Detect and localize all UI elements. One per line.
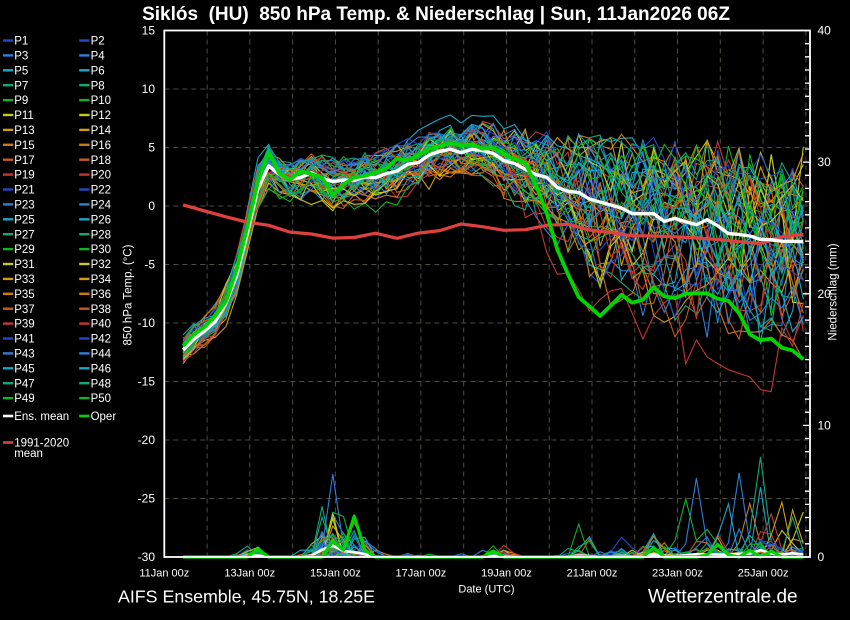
svg-text:mean: mean — [14, 448, 43, 460]
svg-text:13Jan 00z: 13Jan 00z — [224, 568, 275, 580]
svg-text:Siklós (HU) 850 hPa Temp. &: Siklós (HU) 850 hPa Temp. & Niederschlag… — [142, 4, 730, 25]
svg-text:15Jan 00z: 15Jan 00z — [310, 568, 361, 580]
svg-text:-25: -25 — [138, 492, 156, 506]
svg-text:1991-2020: 1991-2020 — [14, 438, 69, 450]
svg-text:P8: P8 — [91, 80, 105, 92]
svg-text:17Jan 00z: 17Jan 00z — [396, 568, 447, 580]
svg-text:P25: P25 — [14, 214, 34, 226]
svg-text:P21: P21 — [14, 185, 34, 197]
svg-text:P38: P38 — [91, 304, 111, 316]
svg-text:23Jan 00z: 23Jan 00z — [652, 568, 703, 580]
svg-text:Ens. mean: Ens. mean — [14, 411, 69, 423]
svg-text:Wetterzentrale.de: Wetterzentrale.de — [648, 587, 798, 608]
svg-text:P42: P42 — [91, 334, 111, 346]
svg-text:P19: P19 — [14, 170, 34, 182]
svg-text:Date (UTC): Date (UTC) — [458, 584, 514, 596]
svg-text:P40: P40 — [91, 319, 111, 331]
svg-text:AIFS Ensemble, 45.75N, 18.25E: AIFS Ensemble, 45.75N, 18.25E — [118, 587, 375, 607]
svg-text:19Jan 00z: 19Jan 00z — [481, 568, 532, 580]
svg-text:P15: P15 — [14, 140, 34, 152]
svg-text:P17: P17 — [14, 155, 34, 167]
svg-text:P49: P49 — [14, 393, 34, 405]
svg-text:P27: P27 — [14, 229, 34, 241]
svg-text:P50: P50 — [91, 393, 111, 405]
svg-text:Niederschlag (mm): Niederschlag (mm) — [828, 243, 840, 340]
svg-text:10: 10 — [818, 418, 832, 432]
svg-text:0: 0 — [148, 199, 155, 213]
svg-text:P12: P12 — [91, 110, 111, 122]
svg-text:P33: P33 — [14, 274, 34, 286]
svg-text:20: 20 — [818, 287, 832, 301]
svg-text:P28: P28 — [91, 229, 111, 241]
svg-text:P1: P1 — [14, 36, 28, 48]
svg-text:P7: P7 — [14, 80, 28, 92]
svg-text:P41: P41 — [14, 334, 34, 346]
svg-text:P3: P3 — [14, 51, 28, 63]
svg-text:P30: P30 — [91, 244, 111, 256]
svg-text:P16: P16 — [91, 140, 111, 152]
svg-text:P9: P9 — [14, 95, 28, 107]
svg-text:15: 15 — [142, 24, 156, 38]
svg-text:P32: P32 — [91, 259, 111, 271]
svg-text:21Jan 00z: 21Jan 00z — [567, 568, 618, 580]
svg-text:-15: -15 — [138, 375, 156, 389]
svg-text:P44: P44 — [91, 349, 112, 361]
svg-text:P5: P5 — [14, 65, 28, 77]
svg-text:P23: P23 — [14, 200, 34, 212]
svg-text:-20: -20 — [138, 433, 156, 447]
svg-text:P11: P11 — [14, 110, 34, 122]
svg-text:P6: P6 — [91, 65, 105, 77]
svg-text:30: 30 — [818, 155, 832, 169]
svg-text:P34: P34 — [91, 274, 112, 286]
svg-text:P13: P13 — [14, 125, 34, 137]
svg-text:P29: P29 — [14, 244, 34, 256]
svg-text:P14: P14 — [91, 125, 112, 137]
svg-text:5: 5 — [148, 141, 155, 155]
svg-text:-5: -5 — [144, 258, 155, 272]
svg-text:P45: P45 — [14, 363, 34, 375]
svg-text:Oper: Oper — [91, 411, 117, 423]
svg-text:P20: P20 — [91, 170, 111, 182]
svg-text:P18: P18 — [91, 155, 111, 167]
svg-text:P37: P37 — [14, 304, 34, 316]
svg-text:0: 0 — [818, 550, 825, 564]
svg-text:850 hPa Temp. (°C): 850 hPa Temp. (°C) — [123, 244, 135, 345]
svg-text:P31: P31 — [14, 259, 34, 271]
svg-text:-30: -30 — [138, 550, 156, 564]
svg-text:P22: P22 — [91, 185, 111, 197]
svg-text:P2: P2 — [91, 36, 105, 48]
svg-text:P35: P35 — [14, 289, 34, 301]
svg-text:P36: P36 — [91, 289, 111, 301]
svg-text:P24: P24 — [91, 200, 112, 212]
svg-text:25Jan 00z: 25Jan 00z — [738, 568, 789, 580]
svg-text:P10: P10 — [91, 95, 111, 107]
svg-text:P39: P39 — [14, 319, 34, 331]
svg-text:P47: P47 — [14, 378, 34, 390]
svg-text:40: 40 — [818, 24, 832, 38]
svg-text:11Jan 00z: 11Jan 00z — [139, 568, 189, 580]
svg-text:P43: P43 — [14, 349, 34, 361]
svg-text:10: 10 — [142, 82, 156, 96]
svg-text:P46: P46 — [91, 363, 111, 375]
svg-text:P48: P48 — [91, 378, 111, 390]
svg-text:P4: P4 — [91, 51, 106, 63]
svg-text:-10: -10 — [138, 316, 156, 330]
svg-text:P26: P26 — [91, 214, 111, 226]
